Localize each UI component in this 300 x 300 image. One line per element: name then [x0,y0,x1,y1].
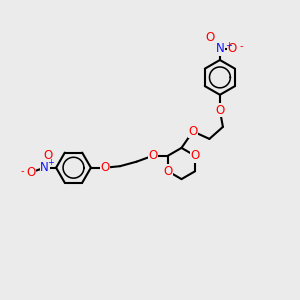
Text: +: + [225,41,232,50]
Text: -: - [239,40,243,51]
Text: N: N [215,42,224,55]
Text: O: O [188,125,197,138]
Text: N: N [40,161,49,174]
Text: O: O [164,165,172,178]
Text: O: O [27,166,36,179]
Text: +: + [47,158,53,167]
Text: O: O [43,148,52,162]
Text: O: O [100,161,109,174]
Text: O: O [215,104,224,117]
Text: O: O [148,149,158,162]
Text: -: - [21,166,25,176]
Text: O: O [206,31,215,44]
Text: O: O [190,149,200,162]
Text: O: O [164,165,172,178]
Text: O: O [228,42,237,55]
